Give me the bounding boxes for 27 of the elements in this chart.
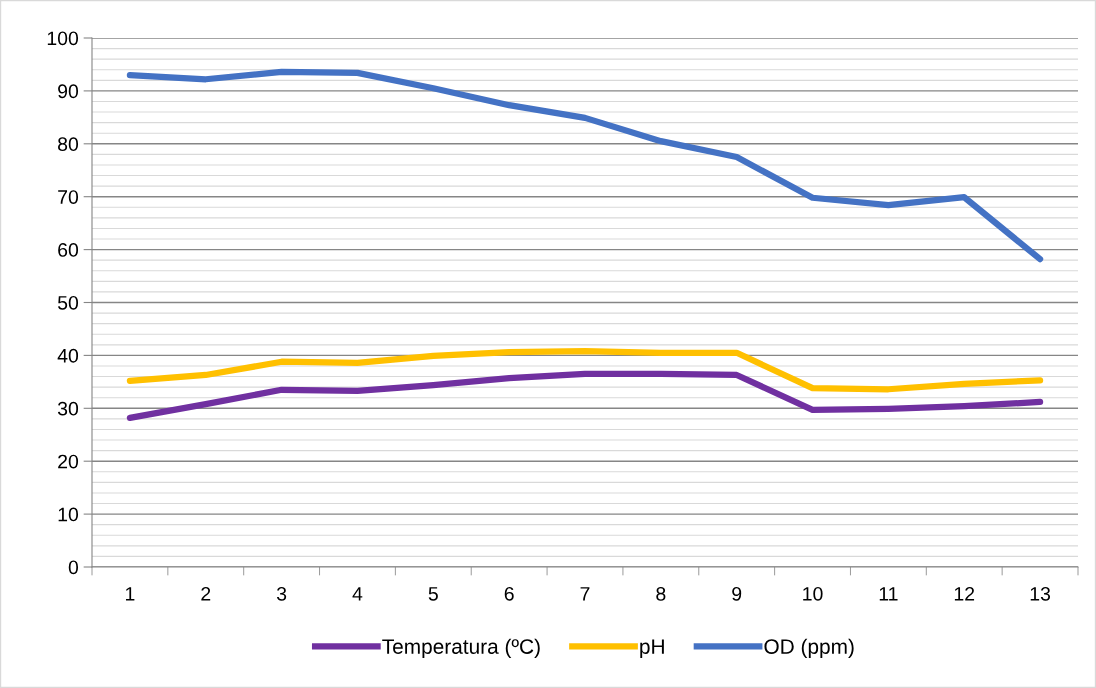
x-tick-label: 3 [276, 586, 287, 601]
y-tick-label: 50 [57, 295, 79, 310]
y-tick-label: 100 [47, 31, 79, 46]
x-tick-label: 8 [656, 586, 666, 601]
x-tick-label: 10 [803, 586, 823, 601]
x-tick-label: 5 [428, 587, 438, 601]
y-tick-label: 80 [58, 137, 79, 152]
x-tick-label: 4 [352, 587, 363, 601]
x-tick-label: 7 [580, 587, 590, 601]
x-tick-label: 9 [732, 586, 742, 601]
y-tick-label: 30 [57, 401, 79, 416]
x-tick-label: 12 [954, 586, 975, 601]
y-tick-label: 0 [68, 560, 79, 575]
y-tick-label: 60 [58, 243, 79, 257]
x-tick-label: 2 [201, 586, 211, 601]
legend-label: OD (ppm) [764, 638, 854, 659]
y-tick-label: 40 [57, 348, 79, 363]
x-tick-label: 13 [1030, 586, 1051, 601]
y-tick-label: 10 [58, 507, 79, 522]
x-tick-label: 1 [126, 587, 135, 601]
y-tick-label: 70 [58, 190, 79, 204]
y-tick-label: 20 [58, 454, 79, 469]
x-tick-label: 11 [879, 587, 898, 601]
x-tick-label: 6 [504, 586, 514, 601]
y-tick-label: 90 [58, 84, 79, 99]
legend-label: pH [640, 639, 664, 659]
legend-label: Temperatura (ºC) [382, 638, 540, 659]
